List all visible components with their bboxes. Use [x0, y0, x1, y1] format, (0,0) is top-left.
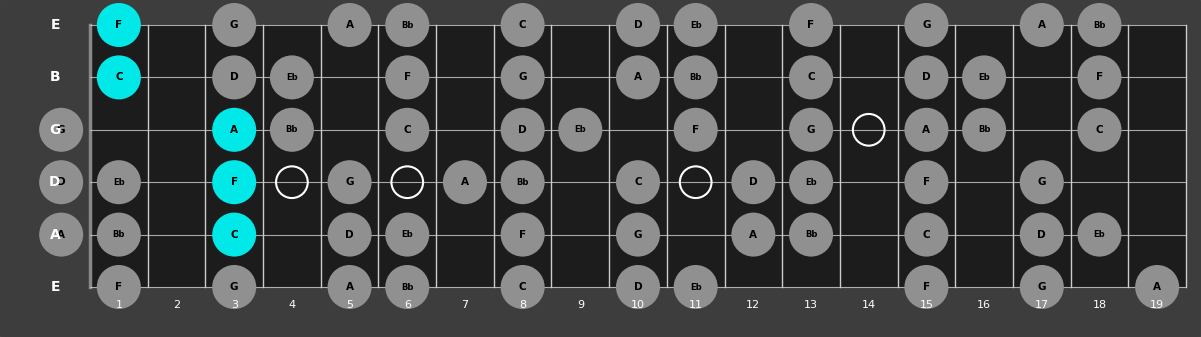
Circle shape	[904, 160, 949, 204]
Text: Bb: Bb	[113, 230, 125, 239]
Text: A: A	[749, 229, 758, 240]
Circle shape	[501, 3, 544, 47]
Circle shape	[97, 160, 141, 204]
Text: 13: 13	[803, 300, 818, 310]
Text: 2: 2	[173, 300, 180, 310]
Text: Bb: Bb	[401, 282, 413, 292]
Text: 10: 10	[631, 300, 645, 310]
Text: D: D	[922, 72, 931, 83]
Text: Bb: Bb	[286, 125, 298, 134]
Circle shape	[213, 108, 256, 152]
Text: 19: 19	[1151, 300, 1164, 310]
Text: G: G	[229, 20, 239, 30]
Text: G: G	[519, 72, 527, 83]
Text: B: B	[49, 70, 60, 84]
Circle shape	[904, 265, 949, 309]
Circle shape	[97, 3, 141, 47]
Text: 3: 3	[231, 300, 238, 310]
Text: D: D	[1038, 229, 1046, 240]
Text: 18: 18	[1093, 300, 1106, 310]
Circle shape	[386, 55, 429, 99]
Text: C: C	[922, 229, 931, 240]
Circle shape	[616, 55, 661, 99]
Circle shape	[213, 213, 256, 256]
Circle shape	[731, 160, 776, 204]
Circle shape	[443, 160, 486, 204]
Circle shape	[213, 3, 256, 47]
Circle shape	[213, 265, 256, 309]
Circle shape	[1077, 3, 1122, 47]
Circle shape	[386, 3, 429, 47]
Circle shape	[97, 213, 141, 256]
Circle shape	[904, 108, 949, 152]
Text: Bb: Bb	[401, 21, 413, 30]
Circle shape	[674, 265, 718, 309]
Circle shape	[328, 265, 371, 309]
Circle shape	[1020, 265, 1064, 309]
Text: A: A	[922, 125, 931, 135]
Circle shape	[1020, 160, 1064, 204]
Text: F: F	[692, 125, 699, 135]
Circle shape	[789, 213, 833, 256]
Circle shape	[558, 108, 603, 152]
Circle shape	[962, 55, 1006, 99]
Text: A: A	[1038, 20, 1046, 30]
Circle shape	[616, 265, 661, 309]
Text: Eb: Eb	[979, 73, 990, 82]
Text: 17: 17	[1035, 300, 1048, 310]
Text: Eb: Eb	[574, 125, 586, 134]
Circle shape	[1135, 265, 1179, 309]
Circle shape	[674, 3, 718, 47]
Text: C: C	[807, 72, 814, 83]
Text: 15: 15	[920, 300, 933, 310]
Text: G: G	[1038, 282, 1046, 292]
Circle shape	[789, 55, 833, 99]
Text: Eb: Eb	[805, 178, 817, 187]
Circle shape	[328, 3, 371, 47]
Circle shape	[616, 213, 661, 256]
Circle shape	[674, 108, 718, 152]
Circle shape	[904, 55, 949, 99]
Circle shape	[270, 108, 313, 152]
Text: Eb: Eb	[113, 178, 125, 187]
Circle shape	[501, 108, 544, 152]
Circle shape	[97, 265, 141, 309]
Text: A: A	[1153, 282, 1161, 292]
Text: G: G	[346, 177, 354, 187]
Circle shape	[40, 108, 83, 152]
Text: Bb: Bb	[978, 125, 991, 134]
Text: Eb: Eb	[689, 21, 701, 30]
Text: F: F	[231, 177, 238, 187]
Text: F: F	[519, 229, 526, 240]
Text: 1: 1	[115, 300, 123, 310]
Text: G: G	[1038, 177, 1046, 187]
Text: 4: 4	[288, 300, 295, 310]
Circle shape	[962, 108, 1006, 152]
Text: F: F	[807, 20, 814, 30]
Text: G: G	[56, 125, 65, 135]
Text: F: F	[404, 72, 411, 83]
Text: 16: 16	[978, 300, 991, 310]
Text: A: A	[461, 177, 468, 187]
Text: A: A	[634, 72, 643, 83]
Text: G: G	[634, 229, 643, 240]
Text: F: F	[115, 20, 123, 30]
Circle shape	[674, 55, 718, 99]
Text: G: G	[922, 20, 931, 30]
Text: D: D	[634, 282, 643, 292]
Circle shape	[616, 3, 661, 47]
Text: 7: 7	[461, 300, 468, 310]
Text: F: F	[922, 282, 930, 292]
Text: E: E	[50, 18, 60, 32]
Circle shape	[386, 108, 429, 152]
Text: D: D	[345, 229, 354, 240]
Circle shape	[731, 213, 776, 256]
Bar	[90, 25, 1187, 287]
Circle shape	[1077, 213, 1122, 256]
Circle shape	[40, 213, 83, 256]
Text: D: D	[519, 125, 527, 135]
Text: F: F	[922, 177, 930, 187]
Text: 14: 14	[861, 300, 876, 310]
Text: C: C	[519, 282, 526, 292]
